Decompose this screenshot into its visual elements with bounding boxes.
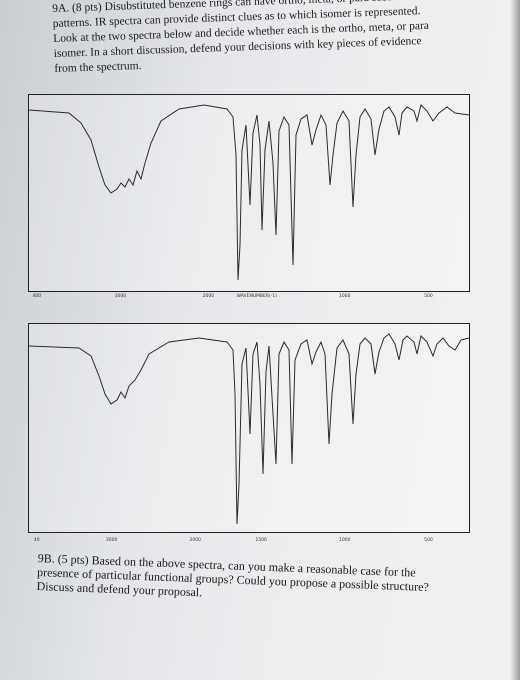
tick-label: 1000 bbox=[339, 294, 351, 299]
ir-spectrum-2 bbox=[28, 323, 470, 533]
tick-label: 1000 bbox=[339, 538, 351, 543]
ir-spectrum-1-axis: 400 3000 2000 WAVENUMBER(-1) 1500 1000 5… bbox=[28, 294, 468, 304]
axis-label: WAVENUMBER(-1) bbox=[236, 294, 278, 299]
ir-spectrum-1-plot bbox=[29, 104, 469, 281]
tick-label: 1500 bbox=[255, 538, 267, 543]
ir-spectrum-1 bbox=[28, 94, 470, 292]
tick-label: 2000 bbox=[189, 538, 201, 543]
page-edge-shadow bbox=[510, 0, 520, 680]
tick-label: 500 bbox=[424, 538, 433, 543]
question-9a: 9A. (8 pts) Disubstituted benzene rings … bbox=[52, 0, 504, 77]
question-9b: 9B. (5 pts) Based on the above spectra, … bbox=[36, 551, 507, 611]
tick-label: 500 bbox=[424, 294, 433, 299]
ir-spectrum-2-plot bbox=[29, 333, 469, 525]
tick-label: 3000 bbox=[105, 538, 118, 543]
tick-label: 3000 bbox=[114, 294, 127, 299]
tick-label: 2000 bbox=[202, 294, 215, 299]
tick-label: 400 bbox=[32, 294, 42, 299]
tick-label: 40 bbox=[33, 538, 40, 543]
ir-spectrum-2-axis: 40 3000 2000 1500 1000 500 bbox=[28, 538, 468, 548]
ir-spectrum-2-trace bbox=[29, 333, 469, 525]
ir-spectrum-1-trace bbox=[29, 104, 469, 281]
